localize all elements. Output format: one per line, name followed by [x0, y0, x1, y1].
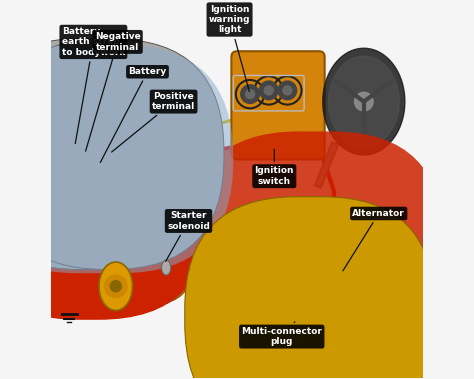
- Circle shape: [278, 81, 297, 100]
- Text: Alternator: Alternator: [343, 209, 405, 271]
- Polygon shape: [328, 56, 399, 147]
- Circle shape: [246, 90, 255, 99]
- Text: Starter
solenoid: Starter solenoid: [165, 211, 210, 262]
- Circle shape: [355, 92, 373, 111]
- FancyBboxPatch shape: [273, 239, 365, 315]
- Text: Multi-connector
plug: Multi-connector plug: [241, 322, 322, 346]
- Text: Battery: Battery: [100, 67, 166, 163]
- FancyBboxPatch shape: [110, 262, 170, 303]
- Circle shape: [283, 86, 292, 95]
- Polygon shape: [323, 48, 405, 155]
- Circle shape: [241, 85, 259, 103]
- FancyBboxPatch shape: [187, 132, 444, 379]
- FancyBboxPatch shape: [0, 39, 198, 269]
- Ellipse shape: [99, 262, 133, 310]
- FancyBboxPatch shape: [159, 266, 171, 283]
- Circle shape: [110, 280, 121, 292]
- FancyBboxPatch shape: [185, 197, 435, 379]
- Circle shape: [105, 275, 127, 298]
- FancyBboxPatch shape: [271, 272, 282, 297]
- FancyBboxPatch shape: [73, 156, 125, 215]
- FancyBboxPatch shape: [0, 75, 211, 320]
- Ellipse shape: [276, 247, 287, 307]
- Circle shape: [259, 81, 278, 100]
- Text: Positive
terminal: Positive terminal: [111, 92, 195, 152]
- Ellipse shape: [162, 260, 171, 275]
- Text: Ignition
switch: Ignition switch: [255, 149, 294, 186]
- Text: Negative
terminal: Negative terminal: [86, 32, 140, 151]
- FancyBboxPatch shape: [231, 51, 325, 160]
- Circle shape: [264, 86, 273, 95]
- Text: Battery
earth strap
to bodywork: Battery earth strap to bodywork: [62, 27, 125, 144]
- FancyBboxPatch shape: [0, 39, 224, 269]
- FancyBboxPatch shape: [359, 272, 369, 297]
- FancyBboxPatch shape: [0, 45, 233, 273]
- Text: Ignition
warning
light: Ignition warning light: [209, 5, 250, 91]
- Ellipse shape: [351, 247, 362, 307]
- Ellipse shape: [114, 256, 189, 305]
